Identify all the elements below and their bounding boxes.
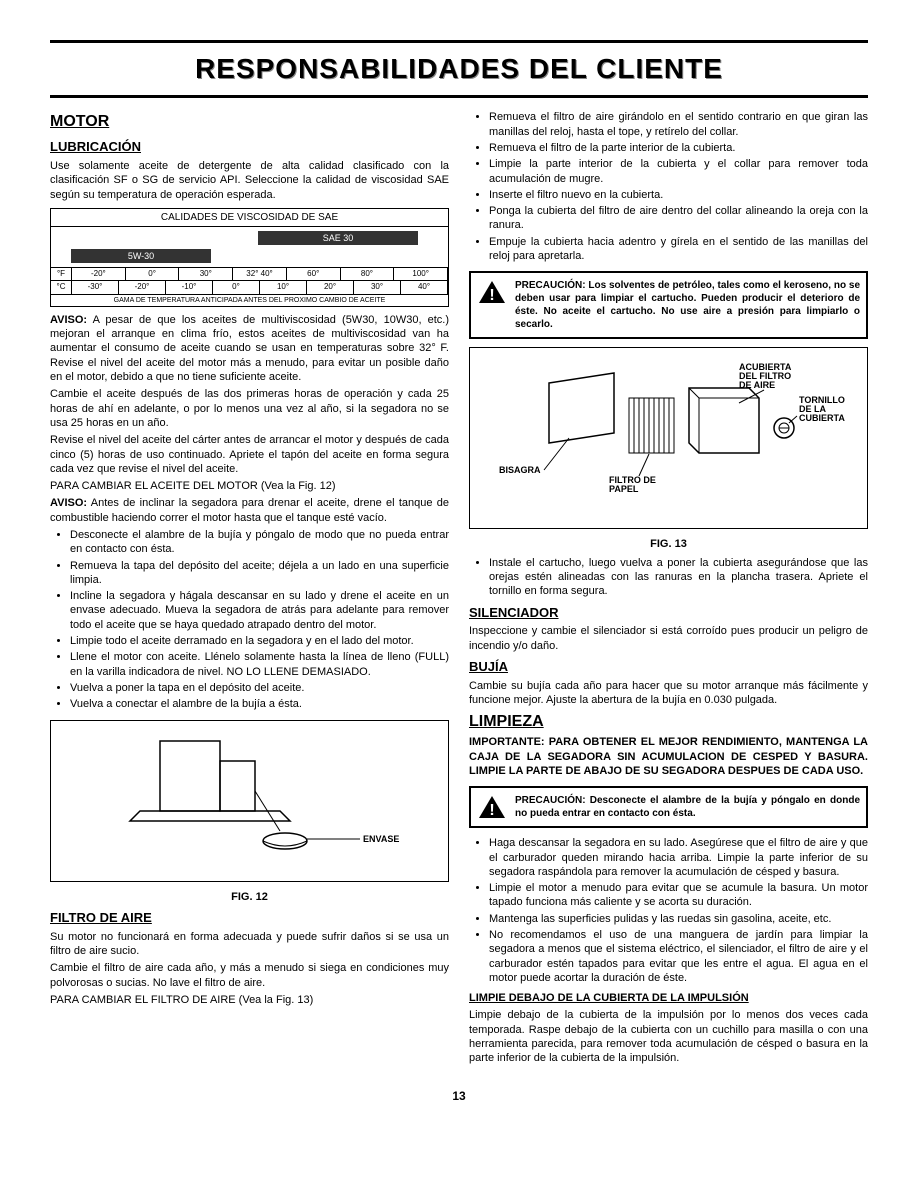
limpieza-heading: LIMPIEZA [469,712,868,733]
lubricacion-text: Use solamente aceite de detergente de al… [50,159,449,202]
list-item: Empuje la cubierta hacia adentro y gírel… [489,235,868,264]
list-item: Instale el cartucho, luego vuelva a pone… [489,556,868,599]
temp-f-label: °F [51,268,72,280]
right-column: Remueva el filtro de aire girándolo en e… [469,108,868,1068]
list-item: Desconecte el alambre de la bujía y póng… [70,528,449,557]
figure-13-box: ACUBIERTA DEL FILTRO DE AIRE TORNILLO DE… [469,347,868,529]
aviso1-body: A pesar de que los aceites de multivisco… [50,314,449,383]
svg-text:CUBIERTA: CUBIERTA [799,413,845,423]
left-column: MOTOR LUBRICACIÓN Use solamente aceite d… [50,108,449,1068]
svg-text:PAPEL: PAPEL [609,484,639,494]
viscosity-table: CALIDADES DE VISCOSIDAD DE SAE SAE 30 5W… [50,208,449,307]
silenciador-heading: SILENCIADOR [469,605,868,622]
fig13-caption: FIG. 13 [469,537,868,551]
list-item: Remueva el filtro de la parte interior d… [489,141,868,155]
list-item: Vuelva a conectar el alambre de la bujía… [70,697,449,711]
list-item: Limpie todo el aceite derramado en la se… [70,634,449,648]
bujia-text: Cambie su bujía cada año para hacer que … [469,679,868,708]
caution1-text: PRECAUCIÓN: Los solventes de petróleo, t… [515,279,860,331]
limpie-debajo-heading: LIMPIE DEBAJO DE LA CUBIERTA DE LA IMPUL… [469,991,868,1005]
para-cambiar-text: PARA CAMBIAR EL ACEITE DEL MOTOR (Vea la… [50,479,449,493]
list-item: Inserte el filtro nuevo en la cubierta. [489,188,868,202]
list-item: Mantenga las superficies pulidas y las r… [489,912,868,926]
list-item: Limpie el motor a menudo para evitar que… [489,881,868,910]
bisagra-label: BISAGRA [499,465,541,475]
page-number: 13 [50,1089,868,1105]
content-columns: MOTOR LUBRICACIÓN Use solamente aceite d… [50,108,868,1068]
temp-cell: -20° [72,268,126,280]
temp-cell: -20° [119,281,166,293]
list-item: Incline la segadora y hágala descansar e… [70,589,449,632]
page-title: RESPONSABILIDADES DEL CLIENTE [50,40,868,98]
figure-12-box: ENVASE [50,720,449,882]
steps2-list: Remueva el filtro de aire girándolo en e… [469,110,868,263]
figure-13-diagram: ACUBIERTA DEL FILTRO DE AIRE TORNILLO DE… [489,358,849,508]
svg-text:!: ! [489,287,494,304]
cambio-text: Cambie el aceite después de las dos prim… [50,387,449,430]
temp-cell: 30° [354,281,401,293]
viscosity-header: CALIDADES DE VISCOSIDAD DE SAE [51,209,448,227]
caution-box-2: ! PRECAUCIÓN: Desconecte el alambre de l… [469,786,868,828]
temp-cell: 10° [260,281,307,293]
silenciador-text: Inspeccione y cambie el silenciador si e… [469,624,868,653]
temp-row-c: °C -30° -20° -10° 0° 10° 20° 30° 40° [51,280,448,293]
filtro-text3: PARA CAMBIAR EL FILTRO DE AIRE (Vea la F… [50,993,449,1007]
bujia-heading: BUJÍA [469,659,868,676]
w30-bar: 5W-30 [71,249,211,263]
limpieza-steps: Haga descansar la segadora en su lado. A… [469,836,868,985]
list-item: Limpie la parte interior de la cubierta … [489,157,868,186]
steps1-list: Desconecte el alambre de la bujía y póng… [50,528,449,712]
limpie-debajo-text: Limpie debajo de la cubierta de la impul… [469,1008,868,1065]
temp-cell: -10° [166,281,213,293]
list-item: Ponga la cubierta del filtro de aire den… [489,204,868,233]
limpieza-importante: IMPORTANTE: PARA OBTENER EL MEJOR RENDIM… [469,735,868,778]
aviso2-body: Antes de inclinar la segadora para drena… [50,497,449,523]
warning-icon: ! [477,279,507,305]
caution2-text: PRECAUCIÓN: Desconecte el alambre de la … [515,794,860,820]
viscosity-footer: GAMA DE TEMPERATURA ANTICIPADA ANTES DEL… [51,294,448,306]
lubricacion-heading: LUBRICACIÓN [50,139,449,156]
temp-cell: -30° [72,281,119,293]
sae30-bar: SAE 30 [258,231,418,245]
temp-cell: 60° [287,268,341,280]
list-item: Llene el motor con aceite. Llénelo solam… [70,650,449,679]
instale-list: Instale el cartucho, luego vuelva a pone… [469,556,868,599]
temp-cell: 30° [179,268,233,280]
list-item: Haga descansar la segadora en su lado. A… [489,836,868,879]
temp-cell: 0° [126,268,180,280]
temp-row-f: °F -20° 0° 30° 32° 40° 60° 80° 100° [51,267,448,280]
temp-cell: 32° 40° [233,268,287,280]
figure-12-diagram: ENVASE [80,731,420,861]
temp-cell: 20° [307,281,354,293]
svg-text:DE AIRE: DE AIRE [739,380,775,390]
filtro-text1: Su motor no funcionará en forma adecuada… [50,930,449,959]
list-item: Remueva el filtro de aire girándolo en e… [489,110,868,139]
caution-box-1: ! PRECAUCIÓN: Los solventes de petróleo,… [469,271,868,339]
temp-cell: 100° [394,268,448,280]
revise-text: Revise el nivel del aceite del cárter an… [50,433,449,476]
fig12-caption: FIG. 12 [50,890,449,904]
motor-heading: MOTOR [50,112,449,133]
svg-text:!: ! [489,802,494,819]
envase-label: ENVASE [363,834,399,844]
viscosity-bars: SAE 30 5W-30 [51,227,448,267]
warning-icon: ! [477,794,507,820]
aviso1-text: AVISO: A pesar de que los aceites de mul… [50,313,449,384]
aviso2-text: AVISO: Antes de inclinar la segadora par… [50,496,449,525]
temp-cell: 40° [401,281,448,293]
list-item: Vuelva a poner la tapa en el depósito de… [70,681,449,695]
temp-c-label: °C [51,281,72,293]
filtro-heading: FILTRO DE AIRE [50,910,449,927]
list-item: No recomendamos el uso de una manguera d… [489,928,868,985]
list-item: Remueva la tapa del depósito del aceite;… [70,559,449,588]
filtro-text2: Cambie el filtro de aire cada año, y más… [50,961,449,990]
temp-cell: 80° [341,268,395,280]
temp-cell: 0° [213,281,260,293]
